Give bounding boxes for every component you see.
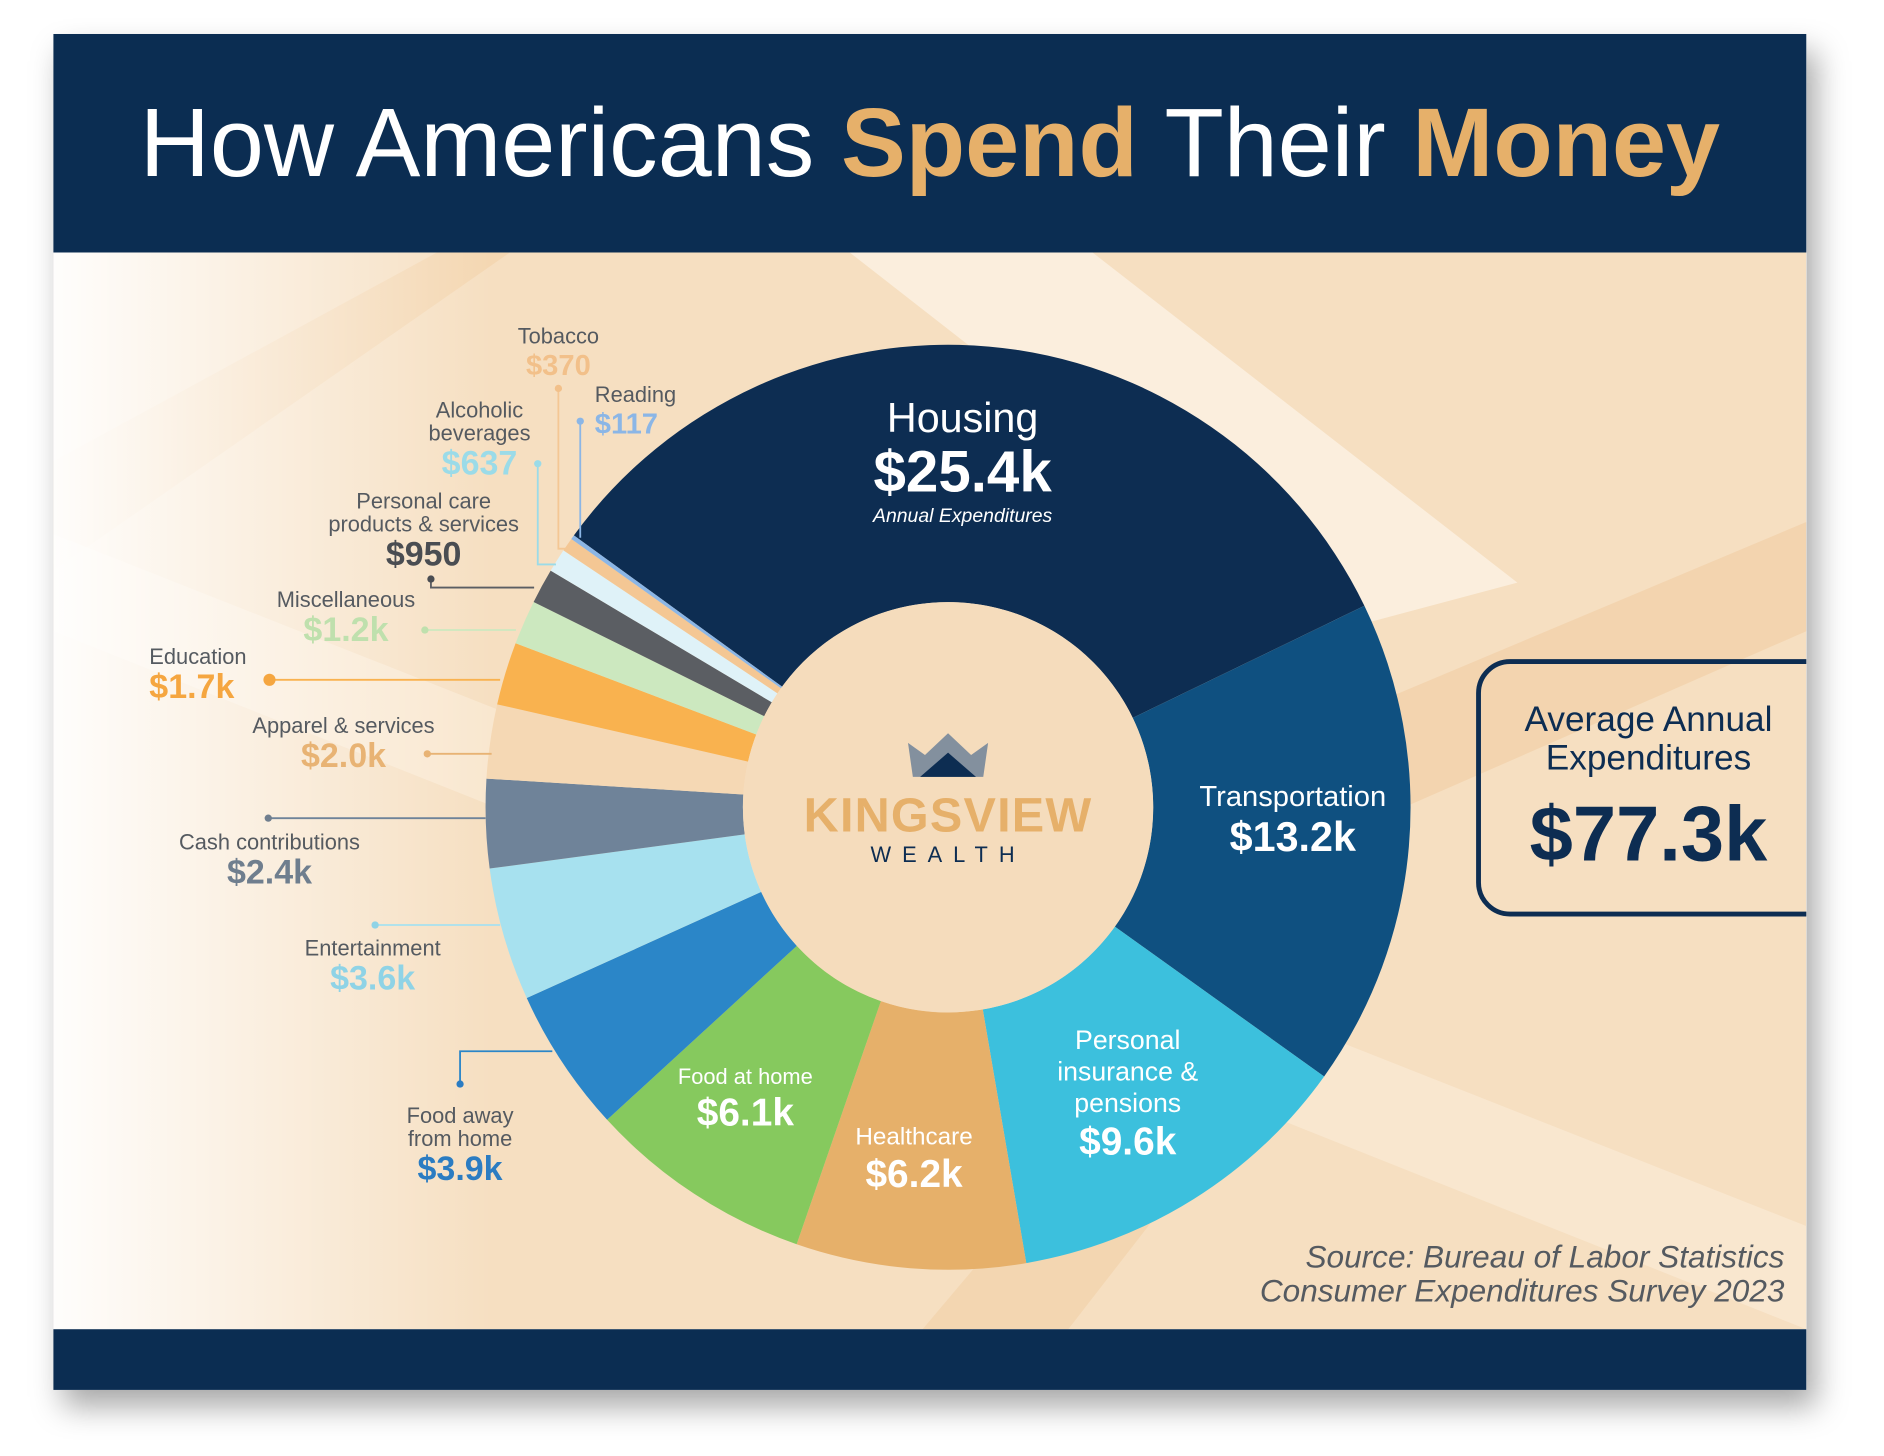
footer-band <box>53 1329 1807 1390</box>
title-part: Money <box>1412 88 1720 197</box>
value-label: $1.7k <box>149 667 235 706</box>
slice <box>982 926 1325 1264</box>
total-value: $77.3k <box>1529 790 1768 878</box>
category-label: Reading <box>594 382 677 407</box>
category-label: Tobacco <box>517 324 600 349</box>
slice <box>515 601 765 735</box>
title-part: Their <box>1164 88 1386 197</box>
slice <box>550 550 778 703</box>
leader-line <box>557 388 566 550</box>
leader-dot <box>264 814 272 822</box>
slice-label: Personal insurance & pensions $9.6k <box>1037 1025 1219 1163</box>
leader-lines <box>263 384 584 1088</box>
slice <box>489 834 762 999</box>
slice-label: Transportation $13.2k <box>1159 781 1426 861</box>
value-label: $370 <box>525 349 591 383</box>
value-label: $2.0k <box>300 736 387 775</box>
value-label: $6.1k <box>696 1090 794 1134</box>
logo-crown <box>907 733 989 777</box>
value-label: $117 <box>594 407 659 441</box>
slice-label: Alcoholic beverages $637 <box>424 399 536 482</box>
slice-label: Personal care products & services $950 <box>324 490 524 573</box>
logo-name: KINGSVIEW <box>803 789 1093 843</box>
leader-dot <box>456 1080 464 1088</box>
leader-line <box>459 1050 553 1085</box>
value-label: $3.9k <box>417 1149 503 1188</box>
slice <box>571 535 783 689</box>
leader-dot <box>421 626 429 634</box>
annotation: Annual Expenditures <box>873 506 1053 527</box>
slice <box>485 778 745 869</box>
value-label: $9.6k <box>1079 1119 1177 1163</box>
slice-label: Education $1.7k <box>149 644 319 706</box>
value-label: $637 <box>441 444 518 482</box>
source-line: Consumer Expenditures Survey 2023 <box>1259 1272 1785 1309</box>
category-label: Alcoholic beverages <box>428 398 531 446</box>
slice <box>573 344 1365 718</box>
slice-label: Healthcare $6.2k <box>817 1123 1011 1196</box>
slice-label: Food away from home $3.9k <box>393 1103 527 1188</box>
slice <box>486 704 749 795</box>
leader-dot <box>534 460 542 468</box>
slice-label: Reading $117 <box>594 382 692 443</box>
slice-label: Tobacco $370 <box>498 325 619 384</box>
donut <box>485 344 1411 1270</box>
category-label: Housing <box>886 395 1039 442</box>
leader-dot <box>427 575 435 583</box>
slice-label: Apparel & services $2.0k <box>222 713 465 775</box>
title-part: Spend <box>841 88 1138 197</box>
slice <box>526 891 797 1120</box>
slice <box>607 945 881 1245</box>
category-label: Entertainment <box>304 935 441 961</box>
slice <box>563 538 781 694</box>
leader-dot <box>423 750 431 758</box>
value-label: $25.4k <box>873 440 1052 505</box>
leader-dot <box>371 921 379 929</box>
logo-tagline: WEALTH <box>870 842 1026 867</box>
title: How Americans Spend Their Money <box>53 34 1806 253</box>
value-label: $1.2k <box>303 610 389 649</box>
slice <box>533 570 772 717</box>
category-label: Personal insurance & pensions <box>1057 1024 1199 1119</box>
slice-label: Entertainment $3.6k <box>251 937 494 996</box>
leader-dot <box>554 384 563 393</box>
value-label: $13.2k <box>1229 814 1356 861</box>
slice <box>497 643 757 762</box>
header-band <box>53 33 1807 253</box>
slice <box>1114 605 1411 1077</box>
slice <box>796 1001 1027 1270</box>
leader-dot <box>576 417 584 425</box>
leader-dot <box>263 673 276 686</box>
category-label: Apparel & services <box>252 713 435 739</box>
slice-label: Cash contributions $2.4k <box>136 830 403 892</box>
category-label: Healthcare <box>855 1124 973 1151</box>
total-box <box>1476 659 1807 917</box>
slice-label: Food at home $6.1k <box>636 1063 855 1134</box>
total-label: Average Annual Expenditures <box>1524 700 1773 779</box>
category-label: Education <box>149 644 247 669</box>
slice-label: Miscellaneous $1.2k <box>225 587 468 649</box>
value-label: $2.4k <box>226 853 313 892</box>
category-label: Food at home <box>677 1064 813 1089</box>
value-label: $3.6k <box>330 958 416 997</box>
value-label: $6.2k <box>865 1151 963 1196</box>
source-line: Source: Bureau of Labor Statistics <box>1305 1238 1785 1275</box>
category-label: Cash contributions <box>178 830 360 855</box>
donut-hole <box>742 602 1154 1013</box>
category-label: Food away from home <box>406 1103 514 1151</box>
leader-line <box>536 463 556 566</box>
title-part: How Americans <box>139 88 815 197</box>
category-label: Miscellaneous <box>276 587 416 612</box>
value-label: $950 <box>385 535 462 573</box>
category-label: Transportation <box>1199 780 1387 814</box>
category-label: Personal care products & services <box>328 489 519 537</box>
slice-label: Housing $25.4k Annual Expenditures <box>781 396 1145 530</box>
